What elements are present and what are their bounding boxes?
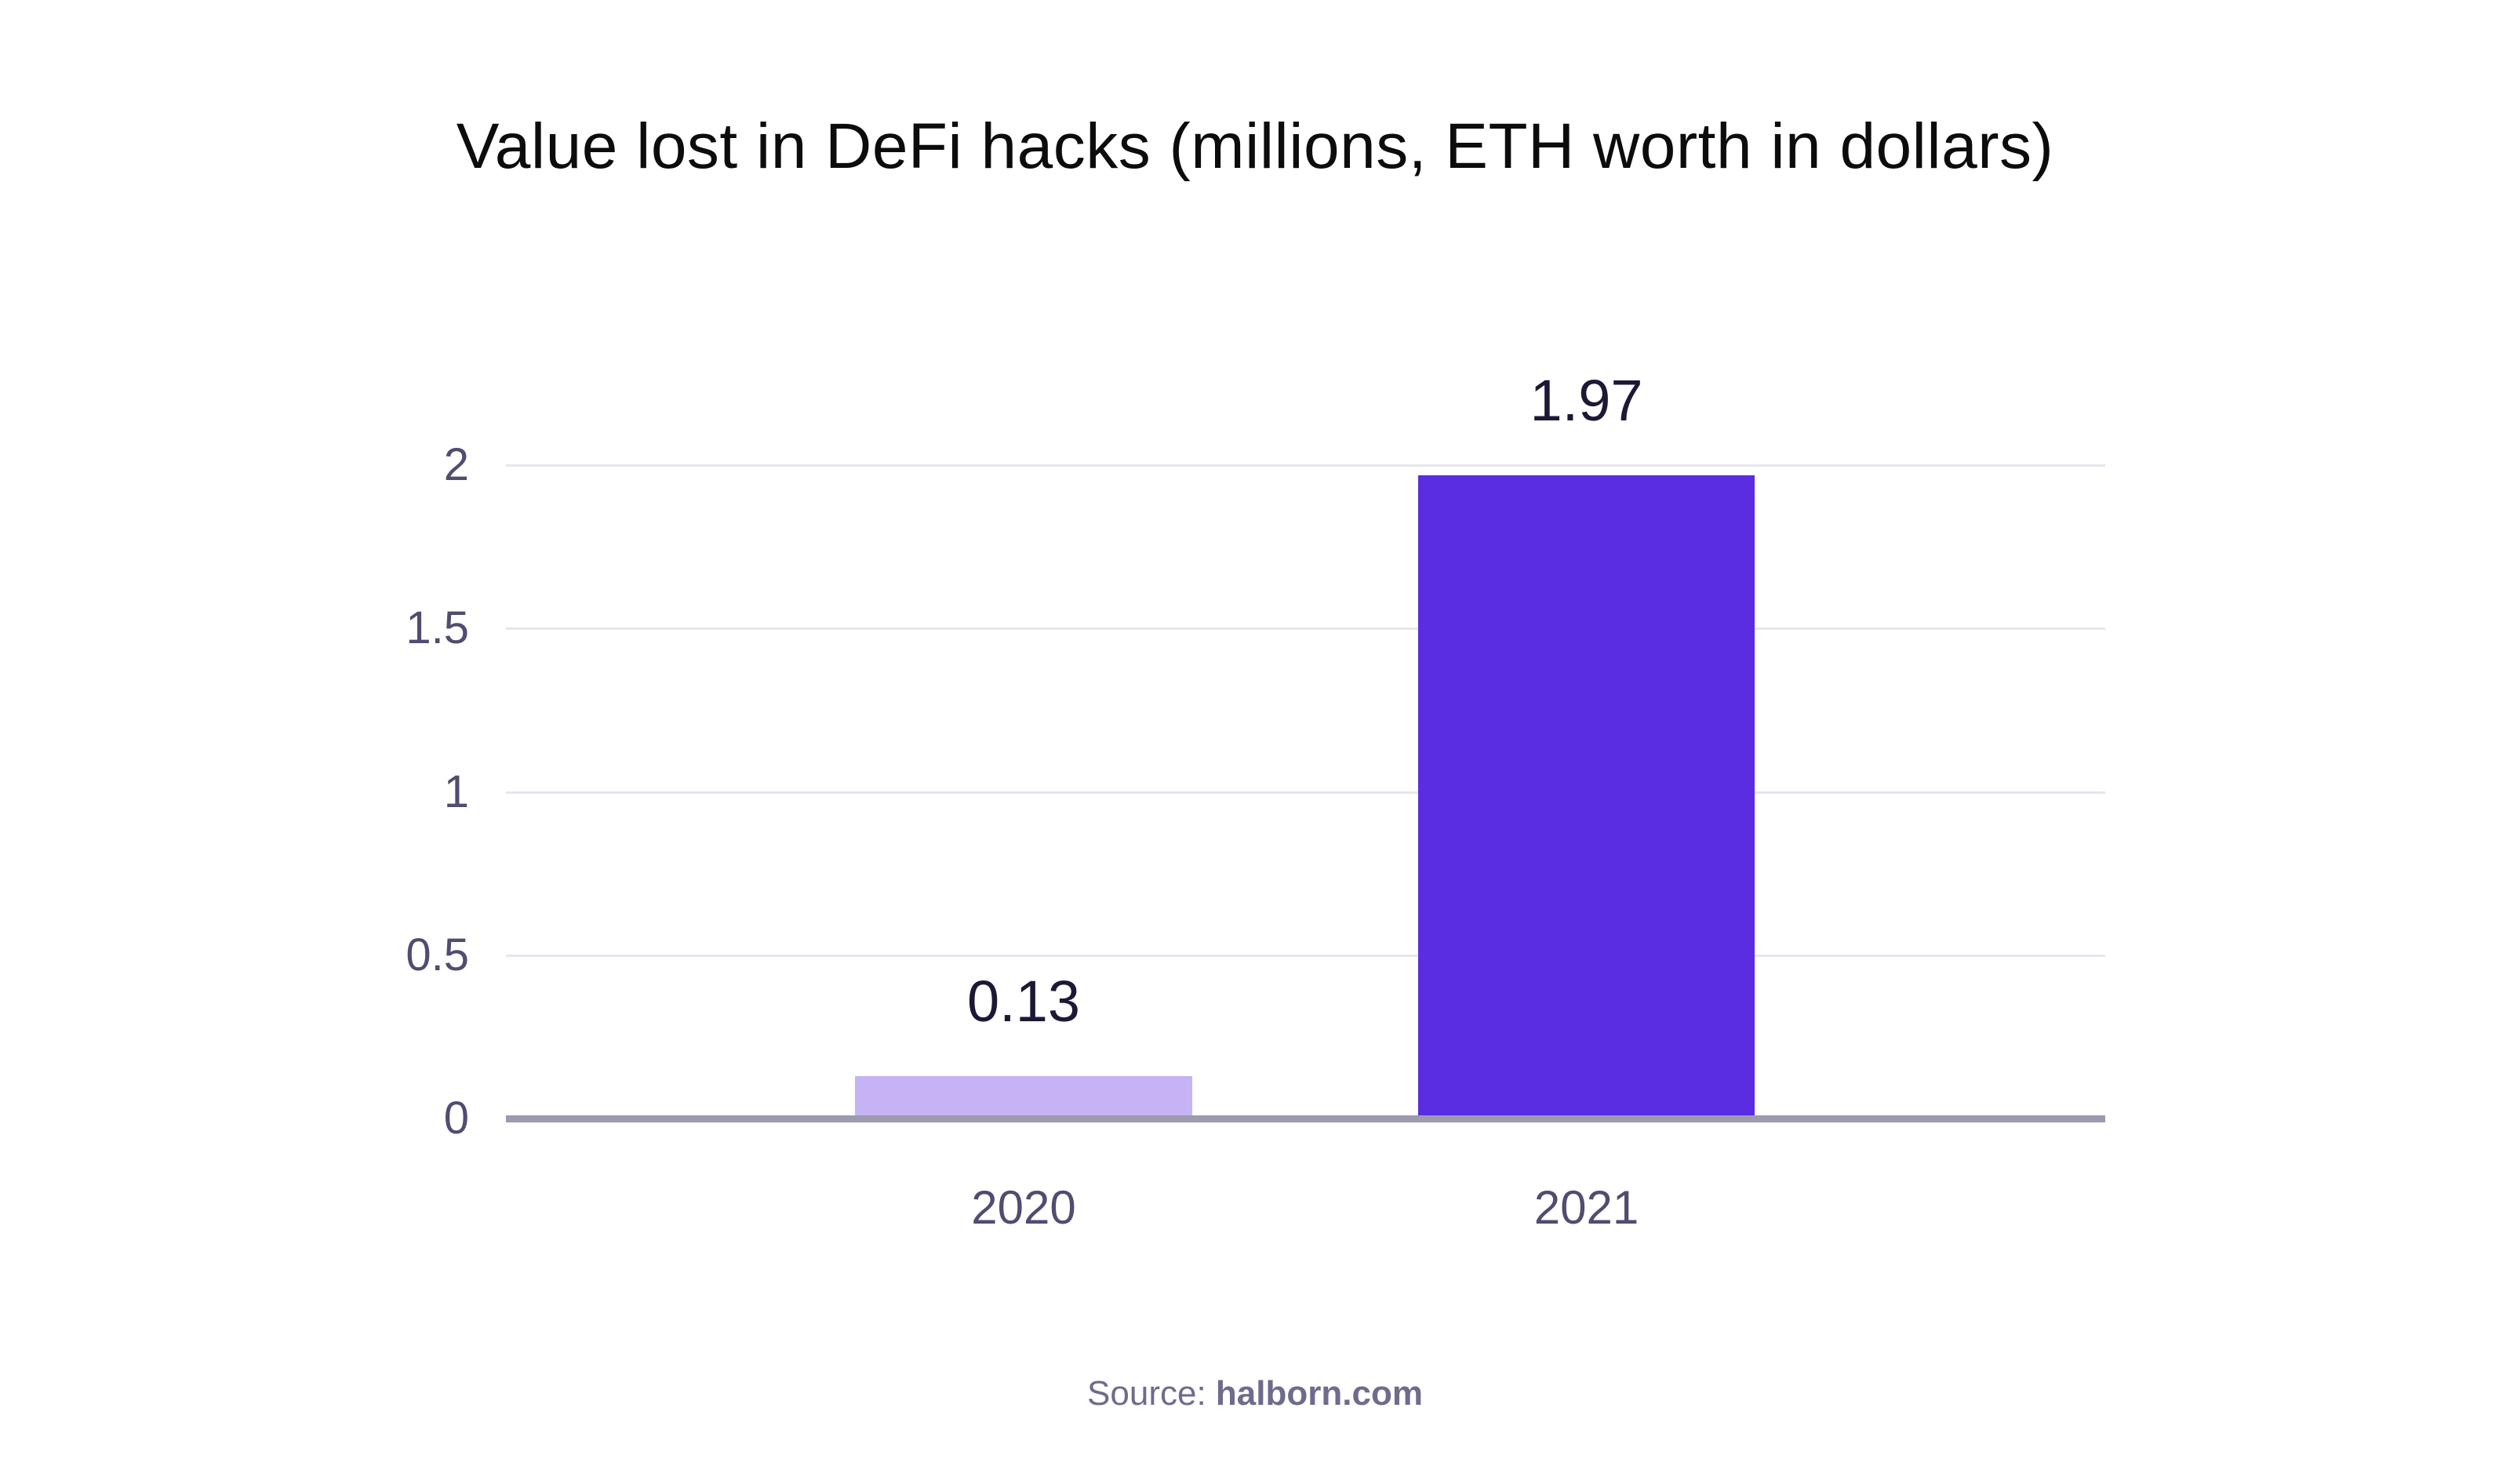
y-axis-tick-1: 1 — [443, 766, 469, 817]
bar-2020 — [855, 1075, 1192, 1118]
bar-group-2020: 0.13 — [855, 465, 1192, 1118]
y-axis-tick-1-5: 1.5 — [406, 602, 469, 653]
gridline-0-5 — [506, 955, 2105, 957]
x-axis-line — [506, 1115, 2105, 1122]
gridline-1 — [506, 791, 2105, 794]
x-axis-label-2020: 2020 — [971, 1181, 1076, 1234]
x-axis-label-2021: 2021 — [1533, 1181, 1639, 1234]
source-prefix: Source: — [1087, 1374, 1216, 1413]
gridline-1-5 — [506, 627, 2105, 630]
source-name: halborn.com — [1215, 1374, 1423, 1413]
gridline-2 — [506, 464, 2105, 467]
y-axis-tick-2: 2 — [443, 439, 469, 490]
bar-value-label-2020: 0.13 — [966, 968, 1081, 1034]
chart-title: Value lost in DeFi hacks (millions, ETH … — [456, 111, 2054, 182]
bar-2021 — [1418, 475, 1755, 1118]
y-axis-tick-0: 0 — [443, 1093, 469, 1144]
source-line: Source: halborn.com — [0, 1374, 2510, 1413]
y-axis-tick-0-5: 0.5 — [406, 929, 469, 980]
bar-group-2021: 1.97 — [1418, 371, 1755, 1118]
bar-value-label-2021: 1.97 — [1530, 367, 1643, 433]
